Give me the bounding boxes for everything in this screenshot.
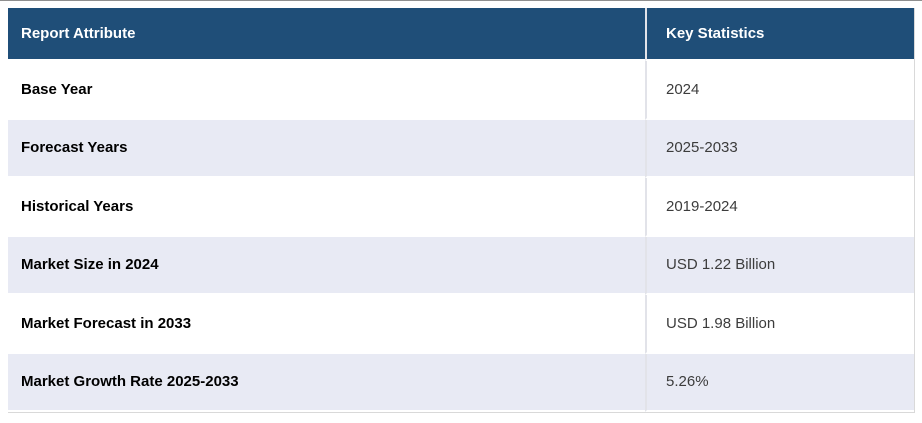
table-row: Market Forecast in 2033 USD 1.98 Billion: [8, 295, 914, 354]
table-row: Historical Years 2019-2024: [8, 178, 914, 237]
header-row: Report Attribute Key Statistics: [8, 8, 914, 61]
column-header-report-attribute: Report Attribute: [8, 8, 645, 61]
value-cell: 2024: [645, 61, 914, 120]
column-header-key-statistics: Key Statistics: [645, 8, 914, 61]
table-header: Report Attribute Key Statistics: [8, 8, 914, 61]
attribute-cell: Forecast Years: [8, 119, 645, 178]
table-row: Forecast Years 2025-2033: [8, 119, 914, 178]
attribute-cell: Base Year: [8, 61, 645, 120]
page-container: Report Attribute Key Statistics Base Yea…: [0, 1, 922, 413]
attribute-cell: Market Size in 2024: [8, 236, 645, 295]
value-cell: USD 1.22 Billion: [645, 236, 914, 295]
table-row: Base Year 2024: [8, 61, 914, 120]
report-summary-table: Report Attribute Key Statistics Base Yea…: [8, 8, 915, 413]
table-row: Market Growth Rate 2025-2033 5.26%: [8, 353, 914, 412]
value-cell: USD 1.98 Billion: [645, 295, 914, 354]
value-cell: 2025-2033: [645, 119, 914, 178]
attribute-cell: Market Forecast in 2033: [8, 295, 645, 354]
table-body: Base Year 2024 Forecast Years 2025-2033 …: [8, 61, 914, 412]
table-row: Market Size in 2024 USD 1.22 Billion: [8, 236, 914, 295]
attribute-cell: Market Growth Rate 2025-2033: [8, 353, 645, 412]
value-cell: 5.26%: [645, 353, 914, 412]
value-cell: 2019-2024: [645, 178, 914, 237]
attribute-cell: Historical Years: [8, 178, 645, 237]
